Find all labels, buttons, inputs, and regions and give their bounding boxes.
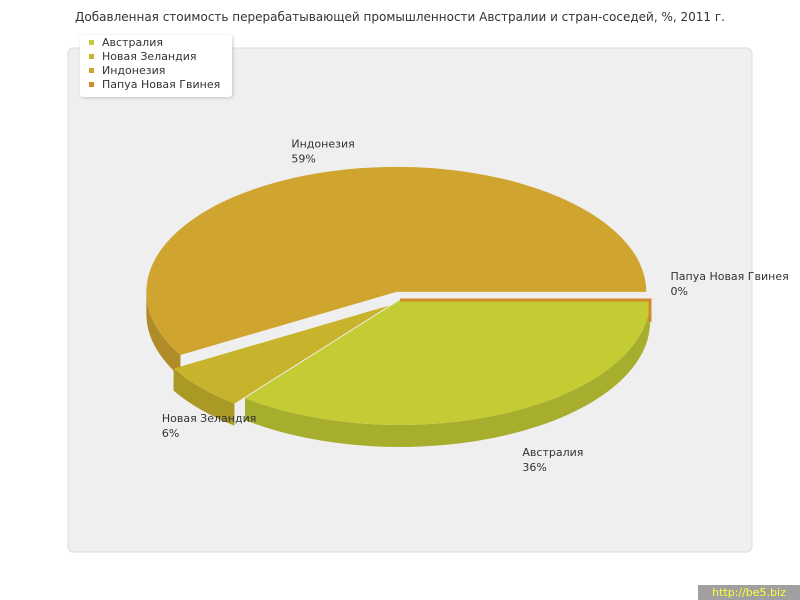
slice-value-label: 59% bbox=[291, 152, 315, 165]
slice bbox=[244, 300, 650, 426]
watermark-bg bbox=[698, 585, 800, 600]
watermark[interactable]: http://be5.biz bbox=[712, 586, 786, 599]
slice-side bbox=[244, 300, 650, 448]
slice-label: Индонезия bbox=[291, 137, 354, 150]
legend-swatch bbox=[89, 54, 94, 59]
legend-label: Новая Зеландия bbox=[102, 50, 197, 63]
legend-box bbox=[80, 35, 232, 97]
chart-title: Добавленная стоимость перерабатывающей п… bbox=[75, 10, 725, 24]
slice-side bbox=[146, 291, 181, 377]
slice-label: Новая Зеландия bbox=[162, 412, 257, 425]
slice bbox=[173, 305, 390, 404]
pie: Австралия 36% Новая Зеландия 6% Индонезия 59%… bbox=[146, 137, 789, 474]
legend-swatch bbox=[89, 40, 94, 45]
slice-label: Австралия bbox=[522, 446, 583, 459]
legend-swatch bbox=[89, 68, 94, 73]
slice-side bbox=[173, 368, 235, 426]
legend-label: Австралия bbox=[102, 36, 163, 49]
slice bbox=[146, 166, 647, 355]
legend-label: Индонезия bbox=[102, 64, 165, 77]
legend-swatch bbox=[89, 82, 94, 87]
slice-label: Папуа Новая Гвинея bbox=[671, 270, 789, 283]
slice bbox=[400, 298, 652, 322]
slice-value-label: 6% bbox=[162, 427, 179, 440]
legend-label: Папуа Новая Гвинея bbox=[102, 78, 220, 91]
slice-value-label: 0% bbox=[671, 285, 688, 298]
slice-value-label: 36% bbox=[522, 461, 546, 474]
